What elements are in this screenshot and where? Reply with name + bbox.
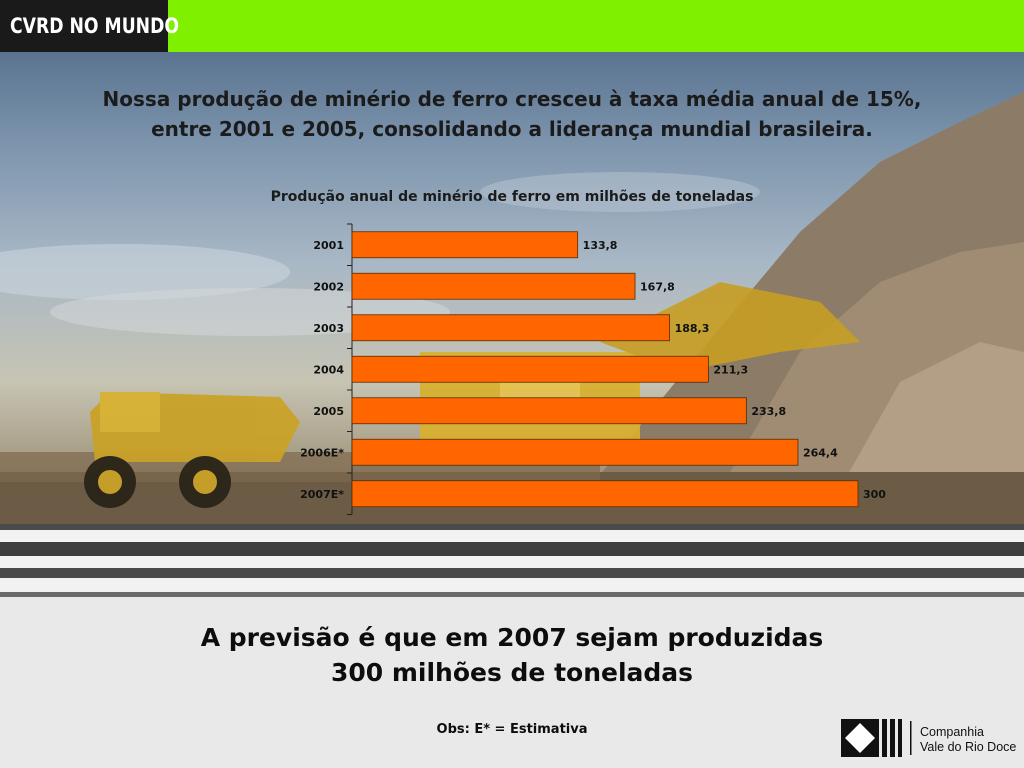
headline-line-1: Nossa produção de minério de ferro cresc…: [102, 87, 922, 111]
category-label: 2006E*: [300, 446, 344, 459]
forecast-line-1: A previsão é que em 2007 sejam produzida…: [200, 623, 824, 652]
company-logo: Companhia Vale do Rio Doce: [840, 717, 1020, 761]
bar-2006E*: [351, 438, 799, 466]
forecast-line-2: 300 milhões de toneladas: [330, 658, 694, 687]
bar-2003: [351, 314, 670, 342]
value-label: 300: [863, 488, 886, 501]
category-label: 2005: [313, 405, 344, 418]
header-bar: CVRD NO MUNDO: [0, 0, 1024, 52]
category-label: 2002: [313, 280, 344, 293]
stripe-6: [0, 578, 1024, 592]
value-label: 233,8: [751, 405, 786, 418]
headline-line-2: entre 2001 e 2005, consolidando a lidera…: [151, 117, 873, 141]
company-name-line-1: Companhia: [920, 725, 984, 739]
chart-title: Produção anual de minério de ferro em mi…: [270, 189, 754, 205]
value-label: 264,4: [803, 446, 838, 459]
stripe-7: [0, 592, 1024, 597]
stripe-2: [0, 530, 1024, 542]
value-label: 133,8: [583, 239, 618, 252]
category-label: 2001: [313, 239, 344, 252]
note: Obs: E* = Estimativa: [436, 722, 588, 737]
value-label: 188,3: [675, 322, 710, 335]
category-label: 2003: [313, 322, 344, 335]
stripe-4: [0, 556, 1024, 568]
category-label: 2004: [313, 363, 344, 376]
value-label: 211,3: [713, 363, 748, 376]
headline: Nossa produção de minério de ferro cresc…: [20, 84, 1004, 144]
bar-2001: [351, 231, 579, 259]
bar-2002: [351, 272, 636, 300]
bar-2004: [351, 355, 709, 383]
category-label: 2007E*: [300, 488, 344, 501]
forecast-message: A previsão é que em 2007 sejam produzida…: [0, 620, 1024, 690]
bar-2007E*: [351, 480, 859, 508]
bar-2005: [351, 397, 747, 425]
company-name-line-2: Vale do Rio Doce: [920, 740, 1017, 754]
brand-title: CVRD NO MUNDO: [10, 14, 180, 38]
company-name: Companhia Vale do Rio Doce: [920, 725, 1016, 755]
value-label: 167,8: [640, 280, 675, 293]
stripe-3: [0, 542, 1024, 556]
cvrd-logo-icon: [841, 719, 912, 757]
stripe-5: [0, 568, 1024, 578]
brand-box: CVRD NO MUNDO: [0, 0, 179, 52]
stripe-1: [0, 524, 1024, 530]
